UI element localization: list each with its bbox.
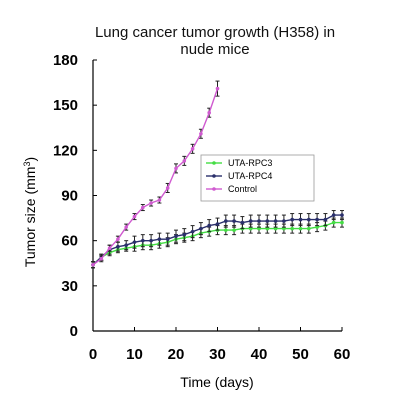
legend-items: UTA-RPC3 UTA-RPC4 Control — [206, 158, 272, 194]
y-tick-label: 150 — [53, 97, 78, 114]
data-point — [265, 219, 270, 223]
data-point — [290, 226, 295, 231]
legend-label: UTA-RPC4 — [228, 171, 272, 181]
data-point — [215, 86, 220, 91]
data-point — [273, 219, 278, 223]
data-point — [91, 262, 95, 267]
data-point — [107, 246, 112, 250]
data-point — [282, 226, 286, 231]
legend-swatch-marker — [212, 174, 216, 178]
y-tick-label: 0 — [70, 323, 78, 340]
data-point — [132, 240, 137, 244]
data-point — [340, 213, 344, 217]
x-axis-ticks: 0 10 20 30 40 50 60 — [89, 327, 351, 363]
x-axis-label: Time (days) — [180, 374, 253, 390]
legend-swatch-marker — [212, 161, 216, 165]
data-point — [157, 198, 162, 202]
data-point — [215, 222, 220, 226]
data-point — [124, 243, 128, 247]
legend-item: Control — [206, 184, 257, 194]
data-point — [331, 220, 336, 225]
data-point — [141, 205, 145, 210]
data-point — [165, 237, 170, 241]
data-point — [273, 226, 278, 231]
data-point — [174, 166, 178, 171]
data-point — [132, 214, 137, 219]
y-axis-label-main: Tumor size (mm — [22, 167, 38, 268]
chart-title-line-2: nude mice — [180, 41, 249, 58]
data-point — [240, 220, 245, 225]
data-point — [149, 238, 153, 243]
legend-label: UTA-RPC3 — [228, 158, 272, 168]
y-axis-label-close: ) — [22, 157, 38, 162]
data-point — [116, 237, 120, 241]
data-point — [323, 217, 328, 222]
x-tick-label: 50 — [292, 346, 309, 363]
x-tick-label: 20 — [168, 346, 185, 363]
data-point — [290, 217, 295, 222]
data-point — [190, 147, 195, 151]
data-point — [207, 110, 211, 115]
data-point — [224, 219, 228, 223]
y-tick-label: 30 — [61, 278, 78, 295]
data-point — [265, 226, 270, 231]
data-point — [315, 225, 319, 229]
data-point — [207, 223, 211, 228]
y-tick-label: 90 — [61, 188, 78, 205]
data-point — [248, 219, 253, 223]
data-point — [99, 256, 104, 261]
data-point — [331, 213, 336, 217]
legend: UTA-RPC3 UTA-RPC4 Control — [200, 154, 315, 202]
data-point — [199, 131, 203, 136]
chart-title-line-1: Lung cancer tumor growth (H358) in — [95, 24, 335, 41]
y-axis-label-superscript: 3 — [22, 162, 32, 167]
data-point — [232, 228, 236, 232]
data-point — [141, 238, 145, 243]
data-point — [199, 226, 203, 231]
chart-title: Lung cancer tumor growth (H358) in nude … — [95, 24, 335, 58]
x-tick-label: 60 — [334, 346, 351, 363]
x-tick-label: 10 — [126, 346, 143, 363]
series-control — [91, 80, 220, 269]
y-tick-label: 180 — [53, 52, 78, 69]
data-point — [182, 232, 187, 237]
data-point — [224, 228, 228, 232]
data-point — [282, 219, 286, 223]
data-point — [116, 244, 120, 249]
data-point — [232, 219, 236, 223]
y-tick-label: 60 — [61, 233, 78, 250]
data-point — [340, 220, 344, 225]
legend-swatch-marker — [212, 187, 216, 191]
y-axis-label: Tumor size (mm3) — [22, 157, 38, 267]
x-tick-label: 40 — [251, 346, 268, 363]
data-point — [165, 186, 170, 190]
data-point — [182, 159, 187, 163]
legend-label: Control — [228, 184, 257, 194]
legend-item: UTA-RPC4 — [206, 171, 272, 181]
x-tick-label: 0 — [89, 346, 97, 363]
y-axis-ticks: 0 30 60 90 120 150 180 — [53, 52, 97, 340]
x-tick-label: 30 — [209, 346, 226, 363]
data-point — [257, 219, 261, 223]
data-point — [315, 217, 319, 222]
data-point — [124, 225, 128, 229]
data-point — [174, 234, 178, 238]
data-point — [307, 226, 311, 231]
legend-item: UTA-RPC3 — [206, 158, 272, 168]
series-layer — [91, 80, 344, 269]
data-point — [257, 226, 261, 231]
data-point — [190, 229, 195, 234]
data-point — [307, 217, 311, 222]
data-point — [298, 226, 303, 231]
data-point — [157, 237, 162, 241]
data-point — [149, 201, 153, 205]
series-line — [92, 88, 219, 266]
series-uta-rpc4 — [91, 210, 344, 269]
data-point — [248, 226, 253, 231]
data-point — [298, 217, 303, 222]
y-tick-label: 120 — [53, 142, 78, 159]
